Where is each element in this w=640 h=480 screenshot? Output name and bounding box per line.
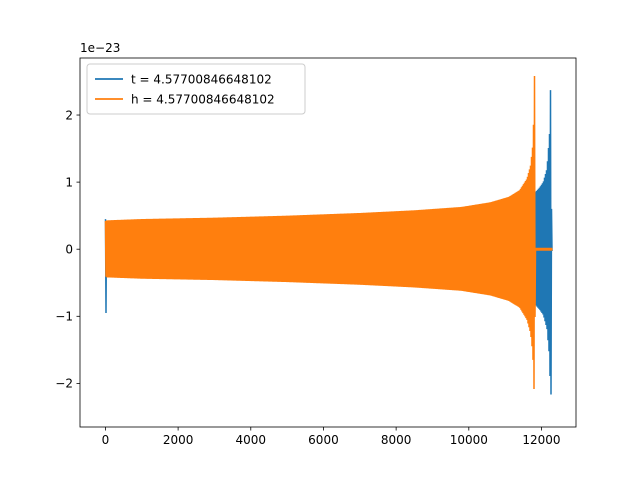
x-axis: 0 2000 4000 6000 8000 10000 12000 bbox=[102, 427, 561, 447]
y-tick-label: 1 bbox=[65, 175, 73, 189]
legend-box bbox=[86, 63, 306, 115]
x-tick-label: 4000 bbox=[236, 433, 267, 447]
x-tick-label: 0 bbox=[102, 433, 110, 447]
y-axis: −2 −1 0 1 2 bbox=[55, 108, 80, 391]
y-tick-label: 0 bbox=[65, 243, 73, 257]
legend-label: t = 4.57700846648102 bbox=[131, 72, 272, 86]
legend: t = 4.57700846648102 h = 4.57700846648102 bbox=[86, 63, 306, 115]
x-tick-label: 2000 bbox=[163, 433, 194, 447]
x-tick-label: 10000 bbox=[450, 433, 488, 447]
legend-label: h = 4.57700846648102 bbox=[131, 92, 275, 106]
x-tick-label: 6000 bbox=[308, 433, 339, 447]
x-tick-label: 8000 bbox=[381, 433, 412, 447]
series-line-2 bbox=[104, 75, 553, 389]
y-tick-label: −1 bbox=[55, 310, 73, 324]
y-tick-label: 2 bbox=[65, 108, 73, 122]
series-layer bbox=[104, 75, 553, 395]
axes-frame bbox=[79, 57, 577, 428]
x-tick-label: 12000 bbox=[522, 433, 560, 447]
y-tick-label: −2 bbox=[55, 377, 73, 391]
y-offset-label: 1e−23 bbox=[80, 41, 120, 55]
